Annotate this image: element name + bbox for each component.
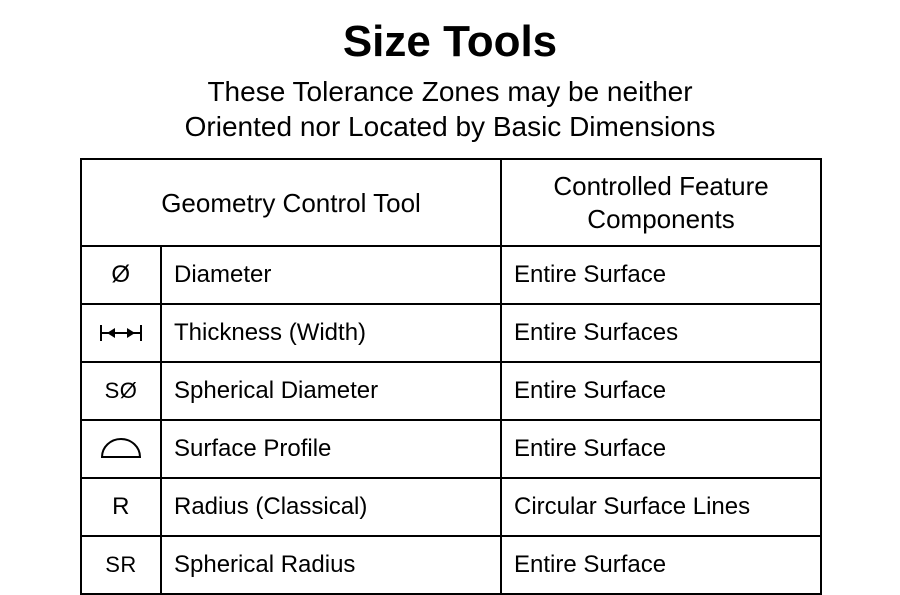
tool-name-cell: Thickness (Width) bbox=[161, 304, 501, 362]
symbol-cell: R bbox=[81, 478, 161, 536]
table-row: Thickness (Width)Entire Surfaces bbox=[81, 304, 821, 362]
symbol-cell: SR bbox=[81, 536, 161, 594]
table-row: R Radius (Classical)Circular Surface Line… bbox=[81, 478, 821, 536]
table-row: Ø DiameterEntire Surface bbox=[81, 246, 821, 304]
header-geometry-control-tool: Geometry Control Tool bbox=[81, 159, 501, 246]
table-body: ØDiameterEntire SurfaceThickness (Width)… bbox=[81, 246, 821, 594]
table-header-row: Geometry Control Tool Controlled Feature… bbox=[81, 159, 821, 246]
table-container: Geometry Control Tool Controlled Feature… bbox=[80, 158, 820, 595]
components-cell: Entire Surfaces bbox=[501, 304, 821, 362]
page-subtitle: These Tolerance Zones may be neither Ori… bbox=[0, 74, 900, 144]
tool-name-cell: Surface Profile bbox=[161, 420, 501, 478]
header-controlled-feature-components: Controlled Feature Components bbox=[501, 159, 821, 246]
symbol-text: SR bbox=[105, 552, 137, 577]
subtitle-line-2: Oriented nor Located by Basic Dimensions bbox=[185, 111, 716, 142]
symbol-cell: SØ bbox=[81, 362, 161, 420]
symbol-text: R bbox=[112, 493, 130, 520]
symbol-cell: Ø bbox=[81, 246, 161, 304]
tool-name-cell: Diameter bbox=[161, 246, 501, 304]
components-cell: Entire Surface bbox=[501, 246, 821, 304]
thickness-icon bbox=[81, 304, 161, 362]
components-cell: Entire Surface bbox=[501, 420, 821, 478]
components-cell: Entire Surface bbox=[501, 536, 821, 594]
tool-name-cell: Radius (Classical) bbox=[161, 478, 501, 536]
table-row: SØ Spherical DiameterEntire Surface bbox=[81, 362, 821, 420]
size-tools-table: Geometry Control Tool Controlled Feature… bbox=[80, 158, 822, 595]
page-title: Size Tools bbox=[0, 18, 900, 66]
components-cell: Circular Surface Lines bbox=[501, 478, 821, 536]
symbol-text: SØ bbox=[105, 378, 138, 403]
table-row: Surface ProfileEntire Surface bbox=[81, 420, 821, 478]
tool-name-cell: Spherical Diameter bbox=[161, 362, 501, 420]
symbol-text: Ø bbox=[111, 261, 130, 288]
page: Size Tools These Tolerance Zones may be … bbox=[0, 0, 900, 595]
components-cell: Entire Surface bbox=[501, 362, 821, 420]
tool-name-cell: Spherical Radius bbox=[161, 536, 501, 594]
surface-profile-icon bbox=[81, 420, 161, 478]
subtitle-line-1: These Tolerance Zones may be neither bbox=[207, 76, 692, 107]
table-row: SR Spherical RadiusEntire Surface bbox=[81, 536, 821, 594]
